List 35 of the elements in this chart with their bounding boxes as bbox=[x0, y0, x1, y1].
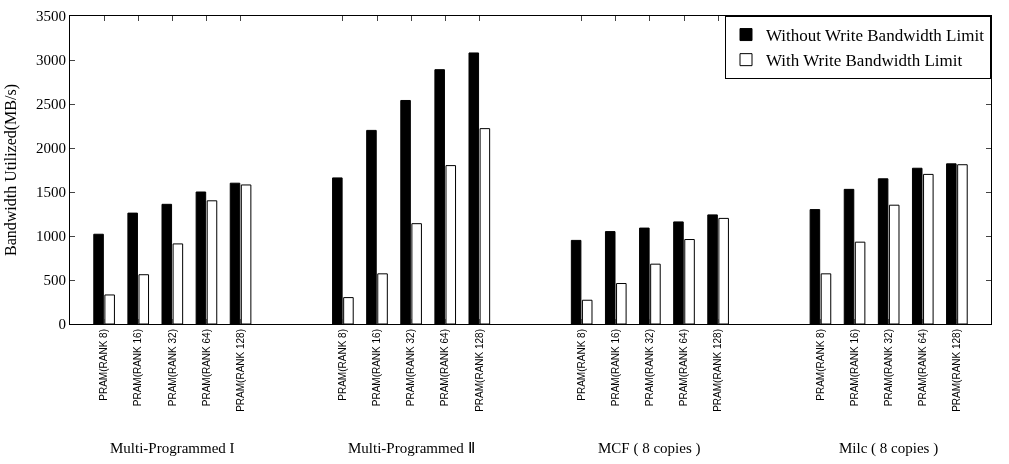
x-tick-label: PRAM(RANK 128) bbox=[951, 329, 963, 412]
x-tick-label: PRAM(RANK 128) bbox=[712, 329, 724, 412]
x-tick-label: PRAM(RANK 16) bbox=[132, 329, 144, 407]
x-tick-label: PRAM(RANK 128) bbox=[473, 329, 485, 412]
y-axis-title: Bandwidth Utilized(MB/s) bbox=[1, 84, 20, 256]
text: MCF ( 8 copies ) bbox=[598, 440, 701, 457]
x-tick-label: PRAM(RANK 64) bbox=[439, 329, 451, 407]
x-tick-label: PRAM(RANK 16) bbox=[371, 329, 383, 407]
x-tick-label: PRAM(RANK 64) bbox=[917, 329, 929, 407]
y-tick-label: 0 bbox=[58, 316, 66, 333]
x-tick-label: PRAM(RANK 16) bbox=[848, 329, 860, 407]
y-tick-label: 1500 bbox=[36, 184, 66, 201]
text: Multi-Programmed Ⅱ bbox=[348, 440, 475, 456]
x-tick-label: PRAM(RANK 32) bbox=[166, 329, 178, 407]
y-tick-label: 3000 bbox=[36, 52, 66, 69]
legend-label: With Write Bandwidth Limit bbox=[766, 51, 963, 71]
text: Multi-Programmed I bbox=[110, 440, 235, 456]
text: Milc ( 8 copies ) bbox=[839, 440, 939, 457]
y-tick-label: 1000 bbox=[36, 228, 66, 245]
x-tick-label: PRAM(RANK 8) bbox=[98, 329, 110, 401]
x-tick-label: PRAM(RANK 16) bbox=[610, 329, 622, 407]
x-tick-label: PRAM(RANK 8) bbox=[575, 329, 587, 401]
legend-label: Without Write Bandwidth Limit bbox=[766, 26, 985, 46]
y-tick-label: 2500 bbox=[36, 96, 66, 113]
x-tick-label: PRAM(RANK 64) bbox=[678, 329, 690, 407]
x-tick-label: PRAM(RANK 32) bbox=[405, 329, 417, 407]
x-tick-label: PRAM(RANK 8) bbox=[337, 329, 349, 401]
x-tick-label: PRAM(RANK 32) bbox=[644, 329, 656, 407]
y-tick-label: 3500 bbox=[36, 8, 66, 25]
y-tick-label: 500 bbox=[43, 272, 66, 289]
x-tick-label: PRAM(RANK 64) bbox=[200, 329, 212, 407]
x-tick-label: PRAM(RANK 128) bbox=[234, 329, 246, 412]
x-tick-label: PRAM(RANK 8) bbox=[814, 329, 826, 401]
y-tick-label: 2000 bbox=[36, 140, 66, 157]
x-tick-label: PRAM(RANK 32) bbox=[882, 329, 894, 407]
